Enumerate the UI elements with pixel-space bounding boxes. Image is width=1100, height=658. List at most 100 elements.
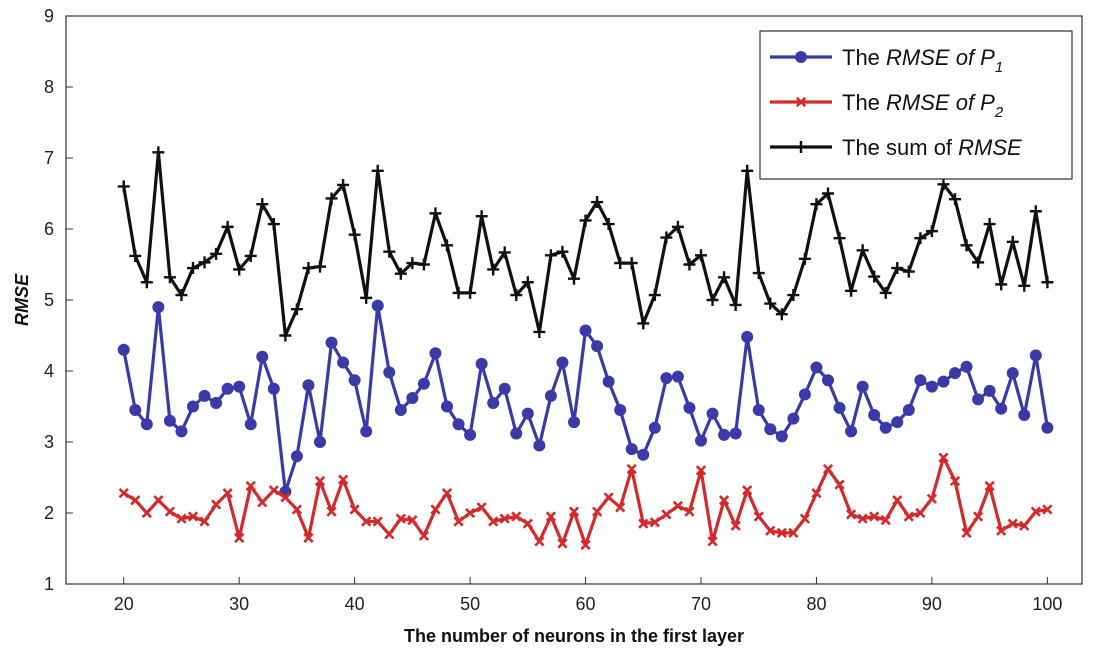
series-3-point [718, 271, 731, 284]
series-1-point [614, 404, 627, 417]
series-2-point [788, 527, 799, 538]
series-2-point [234, 532, 245, 543]
series-3-point [568, 272, 580, 285]
series-3-point [244, 249, 257, 262]
series-2-point [303, 532, 314, 543]
series-3-point [937, 178, 950, 191]
series-1-point [394, 404, 407, 417]
series-3-point [233, 263, 246, 276]
series-3-point [175, 289, 188, 302]
series-2-point [199, 516, 210, 527]
series-3-point [752, 267, 765, 280]
x-tick-label: 50 [460, 594, 480, 614]
series-1-point [602, 375, 615, 388]
series-3-point [741, 164, 754, 177]
series-1-point [925, 380, 938, 393]
series-3-point [822, 187, 834, 200]
series-3-point [163, 271, 176, 284]
series-2-point [245, 480, 256, 492]
series-3-point [337, 178, 350, 191]
series-1-point [1018, 409, 1031, 422]
series-3-point [360, 291, 373, 304]
series-1-point [221, 382, 234, 395]
series-2-point [222, 488, 233, 499]
series-1-point [487, 396, 500, 409]
series-3-point [833, 232, 846, 245]
series-2-point [326, 506, 337, 517]
series-2-point [130, 495, 141, 506]
series-1-point [1029, 349, 1042, 362]
series-1-point [498, 382, 511, 395]
series-2 [118, 452, 1053, 551]
series-2-point [430, 504, 441, 515]
series-3-point [868, 270, 881, 283]
series-2-point [1007, 518, 1018, 529]
series-1-point [464, 428, 477, 441]
series-3-point [602, 218, 615, 231]
series-1-point [995, 402, 1008, 415]
series-1-point [568, 416, 580, 429]
series-2-point [626, 463, 637, 475]
series-3-point [452, 286, 465, 299]
series-2-point [845, 509, 857, 520]
series-2-point [395, 513, 406, 524]
series-3-point [591, 196, 604, 209]
series-2-point [314, 475, 326, 487]
series-2-point [349, 504, 360, 515]
series-2-point [984, 480, 995, 492]
series-2-point [972, 511, 984, 522]
series-3-point [856, 244, 869, 257]
series-1-point [233, 380, 246, 393]
series-1-point [452, 418, 465, 431]
series-1-point [556, 356, 569, 369]
series-3 [117, 146, 1054, 342]
series-1-point [579, 324, 592, 337]
series-3-point [798, 252, 811, 265]
series-3-point [394, 267, 407, 280]
series-2-point [568, 506, 580, 517]
series-3-point [267, 218, 280, 231]
series-1-point [371, 299, 384, 312]
series-1-point [302, 379, 315, 392]
series-3-point [417, 258, 430, 271]
series-3-point [325, 192, 338, 205]
series-3-point [221, 220, 234, 233]
series-1-point [775, 430, 788, 443]
series-1-point [729, 427, 742, 440]
series-2-point [591, 506, 603, 517]
series-2-point [257, 497, 268, 508]
series-1-point [383, 366, 396, 379]
series-2-point [707, 536, 718, 547]
series-2-point [834, 479, 845, 490]
series-1-point [752, 404, 765, 417]
series-2-point [580, 539, 591, 551]
series-1-point [1041, 421, 1054, 434]
y-tick-label: 7 [44, 148, 54, 168]
series-2-point [372, 516, 383, 527]
series-1-point [798, 388, 811, 401]
series-3-point [371, 164, 384, 177]
series-1-point [267, 382, 280, 395]
y-tick-label: 3 [44, 432, 54, 452]
legend-swatch-marker [795, 51, 807, 63]
series-layer [117, 146, 1054, 551]
series-1-point [787, 412, 800, 425]
series-1-point [637, 448, 650, 461]
series-1-point [406, 391, 419, 404]
series-3-point [660, 231, 673, 244]
x-tick-label: 20 [114, 594, 134, 614]
series-2-point [996, 525, 1007, 536]
series-3-point [671, 220, 684, 233]
series-3-point [302, 262, 315, 275]
series-1-point [868, 409, 881, 422]
series-1-point [152, 301, 165, 314]
series-3-point [1029, 205, 1042, 218]
series-1-point [914, 374, 927, 387]
series-1-point [718, 428, 731, 441]
series-2-point [441, 488, 453, 499]
series-2-point [869, 511, 880, 522]
series-1-point [960, 360, 973, 373]
series-3-point [556, 245, 569, 258]
series-3-point [706, 294, 719, 306]
series-2-point [280, 492, 291, 503]
